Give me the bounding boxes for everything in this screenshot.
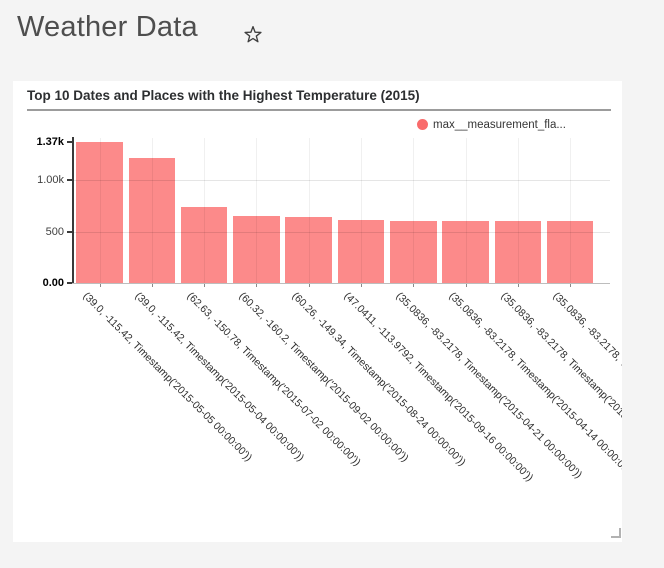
chart-card: Top 10 Dates and Places with the Highest… — [13, 81, 622, 542]
y-axis-tick — [67, 179, 72, 182]
x-axis-line — [72, 283, 610, 284]
x-axis-tick — [99, 284, 101, 287]
x-gridline — [151, 138, 153, 283]
resize-handle-icon[interactable] — [611, 528, 621, 538]
x-axis-tick — [151, 284, 153, 287]
x-gridline — [256, 138, 258, 283]
x-axis-label: (47.0411, -113.9792, Timestamp('2015-09-… — [341, 290, 536, 484]
x-axis-tick — [361, 284, 362, 287]
bar[interactable] — [233, 216, 280, 283]
legend-series-label: max__measurement_fla... — [433, 118, 566, 131]
x-gridline — [204, 138, 206, 283]
title-divider — [27, 109, 611, 111]
x-gridline — [308, 138, 310, 283]
x-axis-tick — [308, 284, 310, 287]
bar[interactable] — [546, 220, 594, 283]
bar[interactable] — [180, 206, 228, 283]
y-axis-label: 500 — [45, 225, 64, 238]
x-axis-label: (62.63, -150.78, Timestamp('2015-07-02 0… — [184, 290, 364, 469]
x-axis-tick — [517, 284, 519, 287]
y-axis-line — [72, 137, 74, 284]
y-axis-tick — [67, 230, 72, 233]
x-axis-label: (35.0836, -83.2178, Timestamp('2015-04-2… — [393, 290, 585, 481]
x-gridline — [570, 138, 572, 283]
bar[interactable] — [390, 220, 437, 283]
x-axis-tick — [413, 284, 415, 287]
legend-marker-icon — [417, 119, 428, 130]
x-gridline — [99, 138, 101, 283]
bar[interactable] — [337, 220, 385, 283]
x-axis-tick — [465, 284, 467, 287]
x-axis-tick — [570, 284, 572, 287]
bar[interactable] — [128, 157, 176, 283]
page-header: Weather Data — [0, 0, 664, 60]
y-axis-label: 1.00k — [37, 174, 64, 187]
page-title: Weather Data — [17, 11, 198, 43]
y-gridline — [73, 180, 610, 182]
y-gridline — [73, 231, 610, 233]
bar[interactable] — [285, 216, 332, 283]
x-gridline — [413, 138, 415, 283]
y-axis-label: 0.00 — [42, 277, 64, 289]
x-axis-tick — [256, 284, 258, 287]
x-axis-tick — [204, 284, 206, 287]
y-axis-label: 1.37k — [36, 136, 64, 148]
y-axis-tick — [67, 282, 72, 284]
favorite-star-icon[interactable] — [243, 25, 263, 45]
bar[interactable] — [494, 220, 542, 283]
bar-chart-plot: 0.00 500 1.00k 1.37k (39.0, -115.42, Timesta… — [13, 81, 622, 542]
x-gridline — [465, 138, 467, 283]
x-gridline — [517, 138, 519, 283]
chart-title: Top 10 Dates and Places with the Highest… — [27, 88, 420, 103]
bar[interactable] — [442, 220, 489, 283]
x-gridline — [361, 138, 362, 283]
bar[interactable] — [76, 142, 123, 283]
legend-item[interactable]: max__measurement_fla... — [417, 118, 566, 131]
y-axis-tick — [67, 141, 72, 143]
x-axis-label: (60.26, -149.34, Timestamp('2015-08-24 0… — [289, 290, 468, 469]
